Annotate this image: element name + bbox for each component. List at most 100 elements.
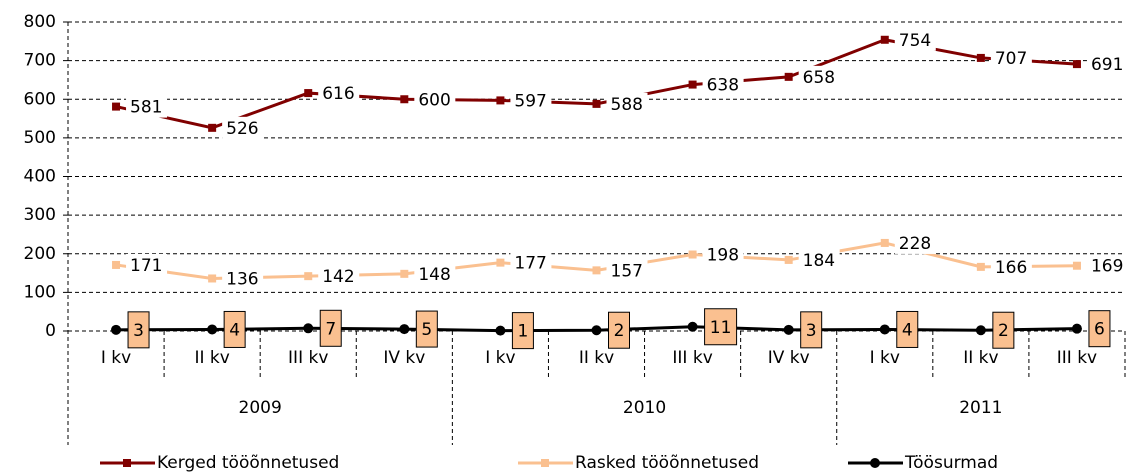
data-label: 691 bbox=[1091, 55, 1123, 75]
data-label: 754 bbox=[899, 31, 931, 51]
data-label-bg bbox=[414, 262, 456, 285]
x-tick-label: I kv bbox=[101, 348, 131, 368]
marker bbox=[400, 269, 409, 278]
marker bbox=[591, 325, 602, 336]
marker bbox=[687, 321, 698, 332]
marker bbox=[208, 274, 217, 283]
data-label-bg bbox=[798, 248, 840, 271]
data-label: 166 bbox=[995, 258, 1027, 278]
marker bbox=[880, 238, 889, 247]
y-tick-label: 700 bbox=[24, 51, 56, 71]
y-tick-label: 100 bbox=[24, 282, 56, 302]
data-label: 658 bbox=[803, 68, 835, 88]
x-tick-label: I kv bbox=[870, 348, 900, 368]
data-label: 171 bbox=[130, 256, 162, 276]
data-label: 4 bbox=[902, 320, 913, 340]
data-label-box bbox=[896, 310, 919, 348]
data-label-bg bbox=[606, 259, 648, 282]
data-label-bg bbox=[1086, 254, 1128, 277]
marker bbox=[784, 255, 793, 264]
data-label-box bbox=[319, 309, 342, 347]
data-label: 2 bbox=[998, 321, 1009, 341]
series-line bbox=[115, 38, 1078, 130]
data-label-box bbox=[1088, 310, 1111, 348]
data-label-bg bbox=[606, 92, 648, 115]
data-label: 581 bbox=[130, 98, 162, 118]
data-label-box bbox=[223, 310, 246, 348]
data-label-box bbox=[992, 311, 1015, 349]
data-label-box bbox=[608, 311, 630, 349]
marker bbox=[1072, 60, 1081, 69]
data-label-box bbox=[415, 310, 438, 348]
marker bbox=[975, 325, 986, 336]
x-tick-label: IV kv bbox=[383, 348, 425, 368]
data-label: 157 bbox=[611, 261, 643, 281]
data-label-bg bbox=[702, 73, 744, 96]
marker bbox=[976, 53, 985, 62]
data-label: 169 bbox=[1091, 257, 1123, 277]
data-label-box bbox=[800, 311, 823, 349]
x-tick-label: II kv bbox=[579, 348, 614, 368]
data-label-box bbox=[704, 308, 738, 346]
x-tick-label: II kv bbox=[963, 348, 998, 368]
data-label: 3 bbox=[806, 321, 817, 341]
marker bbox=[688, 80, 697, 89]
data-label: 638 bbox=[707, 76, 739, 96]
marker bbox=[112, 102, 121, 111]
y-tick-label: 800 bbox=[24, 12, 56, 32]
x-tick-label: II kv bbox=[194, 348, 229, 368]
data-label: 3 bbox=[133, 321, 144, 341]
data-label-box bbox=[127, 311, 150, 349]
marker bbox=[399, 324, 410, 335]
x-tick-label: III kv bbox=[1057, 348, 1097, 368]
data-label-bg bbox=[798, 65, 840, 88]
data-label: 4 bbox=[229, 320, 240, 340]
marker bbox=[400, 95, 409, 104]
y-tick-label: 600 bbox=[24, 89, 56, 109]
data-label: 707 bbox=[995, 49, 1027, 69]
marker bbox=[496, 96, 505, 105]
marker bbox=[112, 260, 121, 269]
marker bbox=[880, 35, 889, 44]
data-label: 184 bbox=[803, 251, 835, 271]
marker bbox=[976, 262, 985, 271]
x-tick-label: I kv bbox=[485, 348, 515, 368]
marker bbox=[208, 123, 217, 132]
data-label: 600 bbox=[418, 90, 450, 110]
y-tick-label: 0 bbox=[45, 321, 56, 341]
data-label-bg bbox=[1086, 53, 1128, 76]
marker bbox=[1071, 323, 1082, 334]
marker bbox=[304, 89, 313, 98]
data-label-box bbox=[511, 312, 534, 350]
data-label-bg bbox=[222, 116, 264, 139]
marker bbox=[688, 250, 697, 259]
data-label-bg bbox=[990, 46, 1032, 69]
y-tick-label: 400 bbox=[24, 167, 56, 187]
data-label: 2 bbox=[614, 321, 625, 341]
y-tick-label: 500 bbox=[24, 128, 56, 148]
data-label-bg bbox=[318, 265, 360, 288]
x-tick-label: III kv bbox=[672, 348, 712, 368]
group-label: 2010 bbox=[623, 398, 666, 418]
y-tick-label: 200 bbox=[24, 244, 56, 264]
data-label-bg bbox=[222, 267, 264, 290]
data-label: 526 bbox=[226, 119, 258, 139]
marker bbox=[1072, 261, 1081, 270]
marker bbox=[111, 324, 122, 335]
legend-label: Töösurmad bbox=[904, 453, 998, 473]
data-label: 136 bbox=[226, 269, 258, 289]
x-tick-label: IV kv bbox=[768, 348, 810, 368]
data-label-bg bbox=[126, 253, 168, 276]
data-label-bg bbox=[510, 251, 552, 274]
data-label: 616 bbox=[322, 84, 354, 104]
data-label: 597 bbox=[514, 91, 546, 111]
data-label: 1 bbox=[517, 322, 528, 342]
data-label-bg bbox=[414, 88, 456, 111]
x-tick-label: III kv bbox=[288, 348, 328, 368]
legend-label: Rasked tööõnnetused bbox=[575, 453, 759, 473]
marker bbox=[303, 323, 314, 334]
data-label-bg bbox=[702, 243, 744, 266]
marker bbox=[207, 324, 218, 335]
data-label-bg bbox=[126, 95, 168, 118]
